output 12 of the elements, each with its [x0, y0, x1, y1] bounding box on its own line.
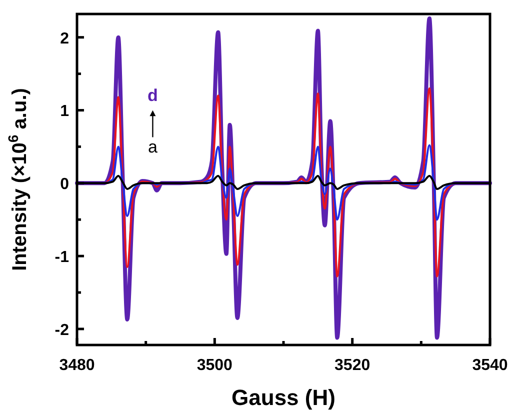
- y-tick-label: 2: [60, 30, 70, 48]
- x-tick-label: 3540: [472, 357, 508, 374]
- y-tick-label: 1: [60, 103, 70, 120]
- x-tick-label: 3480: [59, 357, 95, 374]
- y-tick-label: 0: [60, 176, 70, 194]
- x-tick-label: 3520: [334, 357, 370, 374]
- y-tick-label: -2: [54, 322, 70, 339]
- series-label: d: [148, 86, 158, 105]
- y-tick-label: -1: [54, 249, 70, 266]
- x-tick-label: 3500: [196, 357, 233, 374]
- legend-label: a: [148, 138, 158, 157]
- x-axis-title: Gauss (H): [232, 385, 336, 410]
